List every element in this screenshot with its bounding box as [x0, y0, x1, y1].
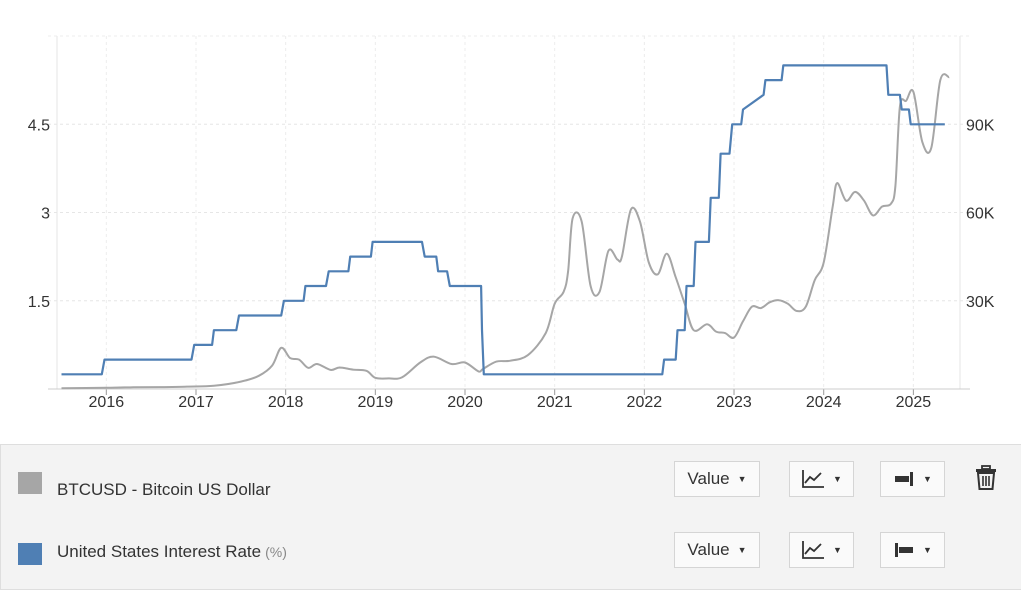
value-dropdown-label: Value — [687, 469, 730, 488]
x-tick-label: 2017 — [178, 394, 214, 411]
caret-down-icon: ▼ — [923, 545, 932, 555]
y-right-tick-label: 60K — [966, 206, 995, 223]
series-swatch-us-interest-rate — [18, 543, 42, 565]
series-name: BTCUSD - Bitcoin US Dollar — [57, 480, 271, 499]
x-tick-label: 2016 — [89, 394, 125, 411]
chart: 1.5 3 4.5 30K 60K 90K 2016 2017 2018 2019 2020 2021… — [28, 35, 995, 411]
y-right-tick-label: 90K — [966, 117, 995, 134]
value-dropdown-button[interactable]: Value ▼ — [674, 532, 760, 568]
x-tick-label: 2021 — [537, 394, 573, 411]
line-chart-icon — [802, 541, 825, 559]
series-line-us-interest-rate — [61, 64, 945, 376]
axis-right-icon — [895, 472, 914, 486]
x-tick-label: 2023 — [716, 394, 752, 411]
x-tick-label: 2024 — [806, 394, 842, 411]
chart-type-dropdown-button[interactable]: ▼ — [789, 461, 854, 497]
series-swatch-btcusd — [18, 472, 42, 494]
series-line-btcusd — [61, 73, 950, 390]
caret-down-icon: ▼ — [737, 474, 747, 484]
axis-dropdown-button[interactable]: ▼ — [880, 461, 945, 497]
trash-icon[interactable] — [975, 465, 997, 491]
y-right-tick-label: 30K — [966, 294, 995, 311]
value-dropdown-label: Value — [687, 540, 730, 559]
series-unit: (%) — [265, 544, 287, 560]
series-label-us-interest-rate: United States Interest Rate (%) — [57, 542, 287, 562]
series-row-btcusd: BTCUSD - Bitcoin US Dollar Value ▼ ▼ ▼ — [1, 453, 1021, 513]
value-dropdown-button[interactable]: Value ▼ — [674, 461, 760, 497]
chart-type-dropdown-button[interactable]: ▼ — [789, 532, 854, 568]
x-tick-label: 2020 — [447, 394, 483, 411]
caret-down-icon: ▼ — [833, 474, 842, 484]
series-row-us-interest-rate: United States Interest Rate (%) Value ▼ ▼… — [1, 525, 1021, 585]
x-tick-label: 2022 — [627, 394, 663, 411]
series-label-btcusd: BTCUSD - Bitcoin US Dollar — [57, 480, 271, 500]
axis-dropdown-button[interactable]: ▼ — [880, 532, 945, 568]
chart-svg: 1.5 3 4.5 30K 60K 90K 2016 2017 2018 2019 2020 2021… — [28, 35, 995, 411]
caret-down-icon: ▼ — [833, 545, 842, 555]
series-legend-panel: BTCUSD - Bitcoin US Dollar Value ▼ ▼ ▼ — [0, 444, 1021, 590]
caret-down-icon: ▼ — [923, 474, 932, 484]
series-name: United States Interest Rate — [57, 542, 262, 561]
line-chart-icon — [802, 470, 825, 488]
y-left-tick-label: 4.5 — [28, 117, 50, 134]
x-tick-label: 2019 — [358, 394, 394, 411]
y-left-tick-label: 1.5 — [28, 294, 50, 311]
axis-left-icon — [895, 543, 914, 557]
x-tick-label: 2018 — [268, 394, 304, 411]
caret-down-icon: ▼ — [737, 545, 747, 555]
y-left-tick-label: 3 — [41, 206, 50, 223]
x-tick-label: 2025 — [896, 394, 932, 411]
